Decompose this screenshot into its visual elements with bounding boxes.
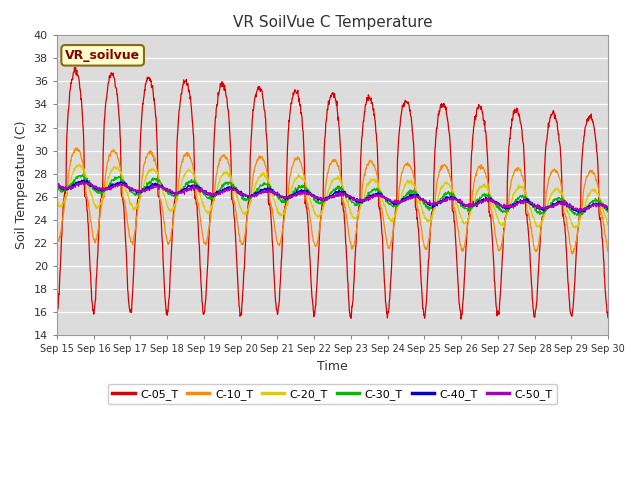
C-10_T	[237, 241, 245, 247]
C-40_T	[419, 197, 426, 203]
Y-axis label: Soil Temperature (C): Soil Temperature (C)	[15, 121, 28, 250]
C-50_T	[490, 199, 498, 205]
C-20_T	[490, 205, 498, 211]
C-40_T	[604, 206, 612, 212]
C-20_T	[604, 221, 612, 227]
C-50_T	[237, 192, 245, 197]
C-40_T	[575, 210, 582, 216]
Title: VR SoilVue C Temperature: VR SoilVue C Temperature	[233, 15, 432, 30]
C-05_T	[604, 315, 612, 321]
C-40_T	[176, 189, 184, 194]
Legend: C-05_T, C-10_T, C-20_T, C-30_T, C-40_T, C-50_T: C-05_T, C-10_T, C-20_T, C-30_T, C-40_T, …	[108, 384, 557, 404]
C-05_T	[237, 312, 245, 318]
C-20_T	[237, 207, 245, 213]
C-10_T	[74, 145, 81, 151]
C-40_T	[539, 208, 547, 214]
C-05_T	[491, 279, 499, 285]
C-10_T	[539, 215, 547, 221]
C-10_T	[490, 225, 498, 230]
C-50_T	[539, 205, 547, 211]
C-10_T	[604, 249, 612, 255]
C-30_T	[53, 185, 61, 191]
Text: VR_soilvue: VR_soilvue	[65, 49, 140, 62]
C-30_T	[490, 200, 498, 205]
C-50_T	[176, 190, 184, 195]
C-50_T	[79, 179, 87, 184]
Line: C-30_T: C-30_T	[57, 175, 608, 216]
C-10_T	[53, 236, 61, 242]
C-30_T	[419, 198, 426, 204]
C-05_T	[419, 296, 426, 302]
C-10_T	[176, 170, 184, 176]
C-05_T	[70, 65, 78, 71]
C-20_T	[539, 217, 547, 223]
C-50_T	[419, 196, 426, 202]
C-05_T	[176, 104, 184, 109]
C-20_T	[419, 207, 426, 213]
C-10_T	[569, 251, 577, 257]
Line: C-10_T: C-10_T	[57, 148, 608, 254]
C-30_T	[79, 172, 86, 178]
C-30_T	[539, 211, 547, 216]
C-30_T	[604, 209, 612, 215]
Line: C-20_T: C-20_T	[57, 164, 608, 228]
C-05_T	[457, 316, 465, 322]
C-30_T	[163, 188, 170, 194]
C-50_T	[604, 204, 612, 210]
C-05_T	[53, 311, 61, 317]
C-50_T	[576, 209, 584, 215]
Line: C-05_T: C-05_T	[57, 68, 608, 319]
Line: C-40_T: C-40_T	[57, 180, 608, 213]
C-20_T	[76, 161, 83, 167]
C-05_T	[540, 212, 547, 218]
C-50_T	[163, 188, 170, 193]
C-20_T	[163, 199, 170, 205]
C-20_T	[572, 225, 579, 231]
C-05_T	[163, 311, 170, 317]
C-30_T	[176, 188, 184, 194]
C-40_T	[237, 189, 245, 194]
X-axis label: Time: Time	[317, 360, 348, 372]
Line: C-50_T: C-50_T	[57, 181, 608, 212]
C-40_T	[490, 199, 498, 205]
C-30_T	[573, 213, 580, 218]
C-20_T	[53, 196, 61, 202]
C-20_T	[176, 189, 184, 194]
C-40_T	[163, 187, 170, 192]
C-50_T	[53, 183, 61, 189]
C-30_T	[237, 194, 245, 200]
C-40_T	[79, 177, 87, 183]
C-10_T	[419, 233, 426, 239]
C-40_T	[53, 182, 61, 188]
C-10_T	[163, 233, 170, 239]
